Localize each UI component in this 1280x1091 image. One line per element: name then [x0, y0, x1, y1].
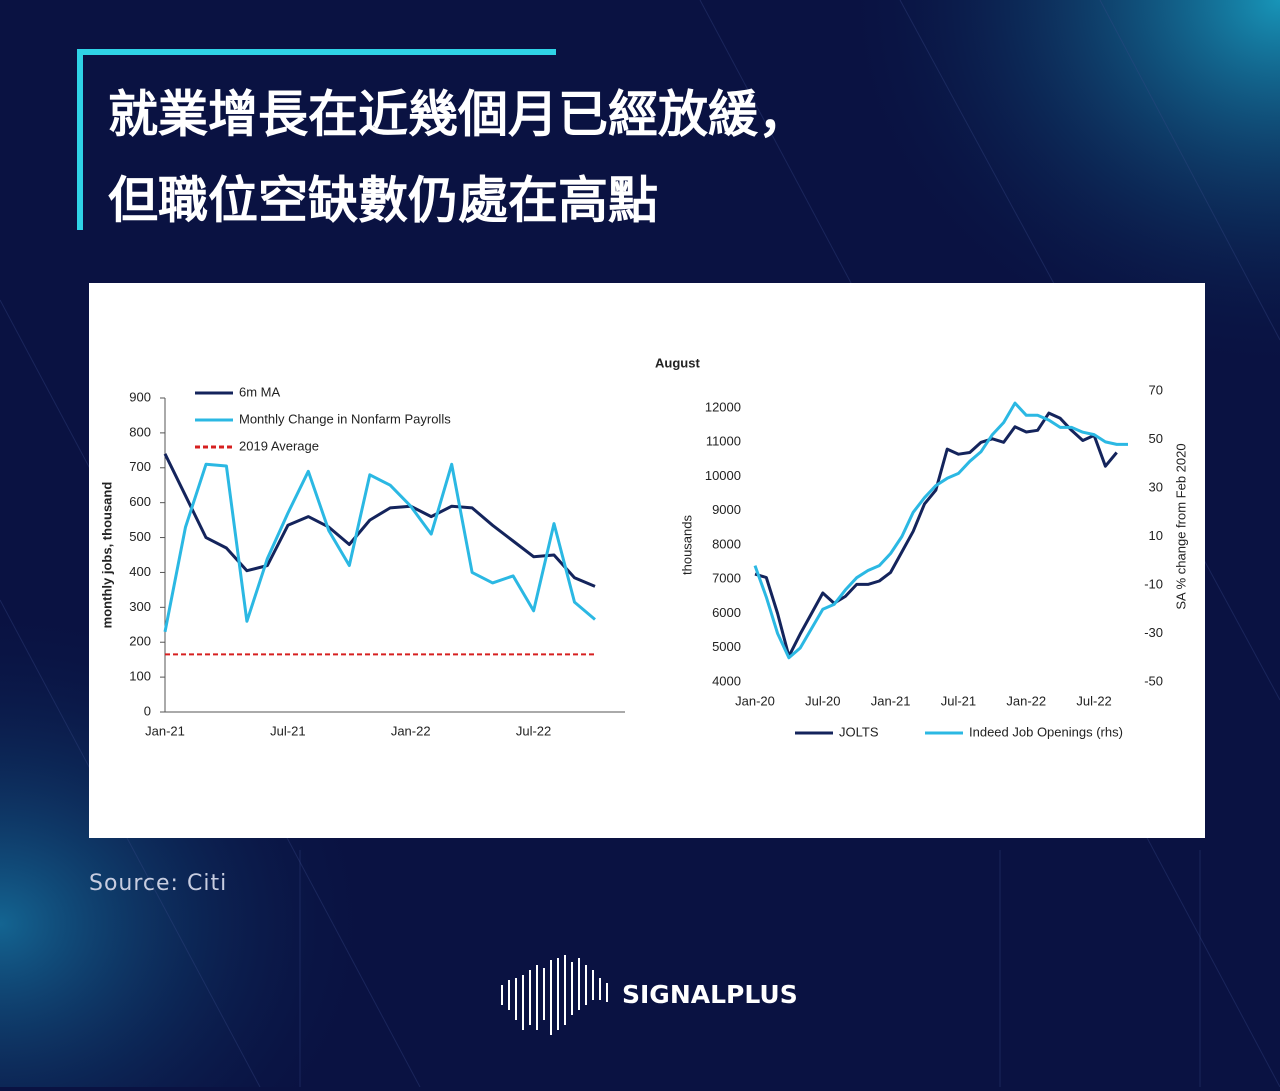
- series-line: [163, 453, 596, 588]
- y2-tick-label: 70: [1149, 382, 1163, 397]
- legend-label: Indeed Job Openings (rhs): [969, 724, 1123, 739]
- legend-label: JOLTS: [839, 724, 879, 739]
- y2-tick-label: 30: [1149, 479, 1163, 494]
- y-tick-label: 4000: [712, 673, 741, 688]
- title-line: 但職位空缺數仍處在高點: [108, 172, 658, 230]
- y-axis-label: thousands: [679, 515, 694, 575]
- y-tick-label: 10000: [705, 468, 741, 483]
- y-tick-label: 5000: [712, 639, 741, 654]
- title-line: 就業增長在近幾個月已經放緩，: [108, 86, 808, 144]
- x-tick-label: Jan-21: [145, 723, 185, 738]
- y-tick-label: 400: [129, 564, 151, 579]
- y-tick-label: 300: [129, 599, 151, 614]
- legend-label: 2019 Average: [239, 438, 319, 453]
- y-tick-label: 600: [129, 494, 151, 509]
- legend-label: 6m MA: [239, 384, 281, 399]
- y2-tick-label: 50: [1149, 431, 1163, 446]
- chart-panel: [89, 283, 1205, 838]
- y-tick-label: 900: [129, 389, 151, 404]
- y-tick-label: 200: [129, 634, 151, 649]
- series-line: [163, 462, 596, 633]
- y2-tick-label: 10: [1149, 528, 1163, 543]
- x-tick-label: Jan-22: [391, 723, 431, 738]
- x-tick-label: Jul-22: [1076, 693, 1111, 708]
- y-tick-label: 8000: [712, 536, 741, 551]
- series-line: [753, 401, 1128, 660]
- y-tick-label: 12000: [705, 399, 741, 414]
- y-tick-label: 700: [129, 459, 151, 474]
- x-tick-label: Jan-20: [735, 693, 775, 708]
- legend-label: Monthly Change in Nonfarm Payrolls: [239, 411, 451, 426]
- accent-bracket: [77, 49, 556, 230]
- x-tick-label: Jan-22: [1006, 693, 1046, 708]
- x-tick-label: Jul-21: [941, 693, 976, 708]
- logo-mark: [501, 955, 608, 1035]
- y-tick-label: 7000: [712, 571, 741, 586]
- y-tick-label: 6000: [712, 605, 741, 620]
- x-tick-label: Jan-21: [871, 693, 911, 708]
- y-tick-label: 9000: [712, 502, 741, 517]
- y-tick-label: 0: [144, 703, 151, 718]
- chart-title: August: [655, 355, 700, 370]
- y-tick-label: 100: [129, 669, 151, 684]
- series-line: [754, 411, 1118, 658]
- x-tick-label: Jul-22: [516, 723, 551, 738]
- y2-axis-label: SA % change from Feb 2020: [1173, 443, 1188, 609]
- x-tick-label: Jul-20: [805, 693, 840, 708]
- y-tick-label: 800: [129, 424, 151, 439]
- y2-tick-label: -10: [1144, 576, 1163, 591]
- y2-tick-label: -30: [1144, 625, 1163, 640]
- y-tick-label: 11000: [706, 434, 741, 449]
- y-tick-label: 500: [129, 529, 151, 544]
- y-axis-label: monthly jobs, thousand: [99, 482, 114, 629]
- y2-tick-label: -50: [1144, 673, 1163, 688]
- x-tick-label: Jul-21: [270, 723, 305, 738]
- source: Source: Citi: [89, 871, 227, 896]
- brand: SIGNALPLUS: [622, 980, 798, 1009]
